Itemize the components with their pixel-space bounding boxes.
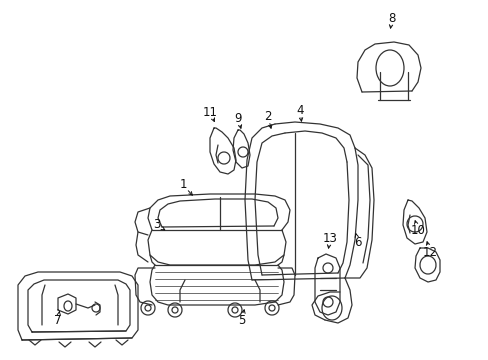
Text: 3: 3: [153, 219, 161, 231]
Text: 1: 1: [179, 179, 186, 192]
Text: 11: 11: [202, 105, 217, 118]
Text: 2: 2: [264, 109, 271, 122]
Text: 5: 5: [238, 314, 245, 327]
Text: 6: 6: [353, 235, 361, 248]
Text: 9: 9: [234, 112, 241, 125]
Text: 4: 4: [296, 104, 303, 117]
Text: 10: 10: [410, 224, 425, 237]
Text: 8: 8: [387, 12, 395, 24]
Text: 12: 12: [422, 246, 437, 258]
Text: 13: 13: [322, 231, 337, 244]
Text: 7: 7: [54, 314, 61, 327]
